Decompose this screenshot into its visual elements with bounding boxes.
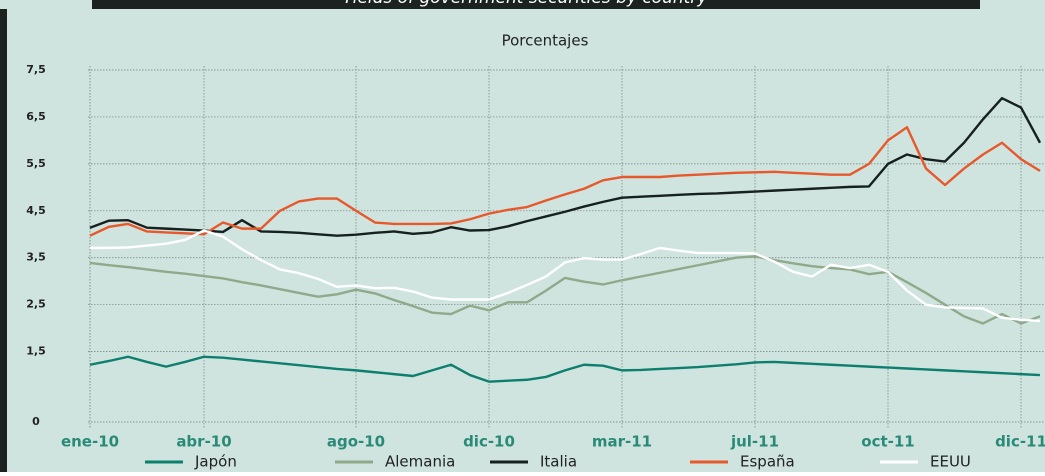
plot-background (7, 9, 1045, 472)
x-tick-label: oct-11 (861, 433, 914, 451)
legend-label: España (740, 453, 795, 471)
x-tick-label: jul-11 (730, 433, 779, 451)
series-line (89, 355, 1041, 383)
legend-label: EEUU (930, 453, 971, 471)
y-tick-label: 7,5 (26, 63, 46, 76)
series-line (89, 126, 1041, 237)
legend-label: Alemania (385, 453, 455, 471)
x-tick-label: abr-10 (176, 433, 231, 451)
x-tick-label: dic-10 (463, 433, 515, 451)
y-tick-label: 3,5 (26, 251, 46, 264)
y-tick-label: 4,5 (26, 204, 46, 217)
series-line (89, 255, 1041, 325)
y-tick-label: 6,5 (26, 110, 46, 123)
x-tick-label: dic-11 (995, 433, 1045, 451)
x-tick-label: ago-10 (327, 433, 385, 451)
y-tick-label: 0 (32, 415, 40, 428)
x-tick-label: ene-10 (61, 433, 119, 451)
legend-label: Italia (540, 453, 577, 471)
corner (0, 0, 92, 9)
y-tick-label: 5,5 (26, 157, 46, 170)
y-tick-label: 2,5 (26, 298, 46, 311)
legend-label: Japón (194, 453, 237, 471)
series-line (89, 96, 1042, 237)
series-line (90, 229, 1041, 323)
chart-subtitle: Porcentajes (502, 32, 589, 50)
x-tick-label: mar-11 (592, 433, 652, 451)
y-tick-label: 1,5 (26, 345, 46, 358)
corner (980, 0, 1045, 9)
chart-title: Yields of government securities by count… (343, 0, 709, 8)
